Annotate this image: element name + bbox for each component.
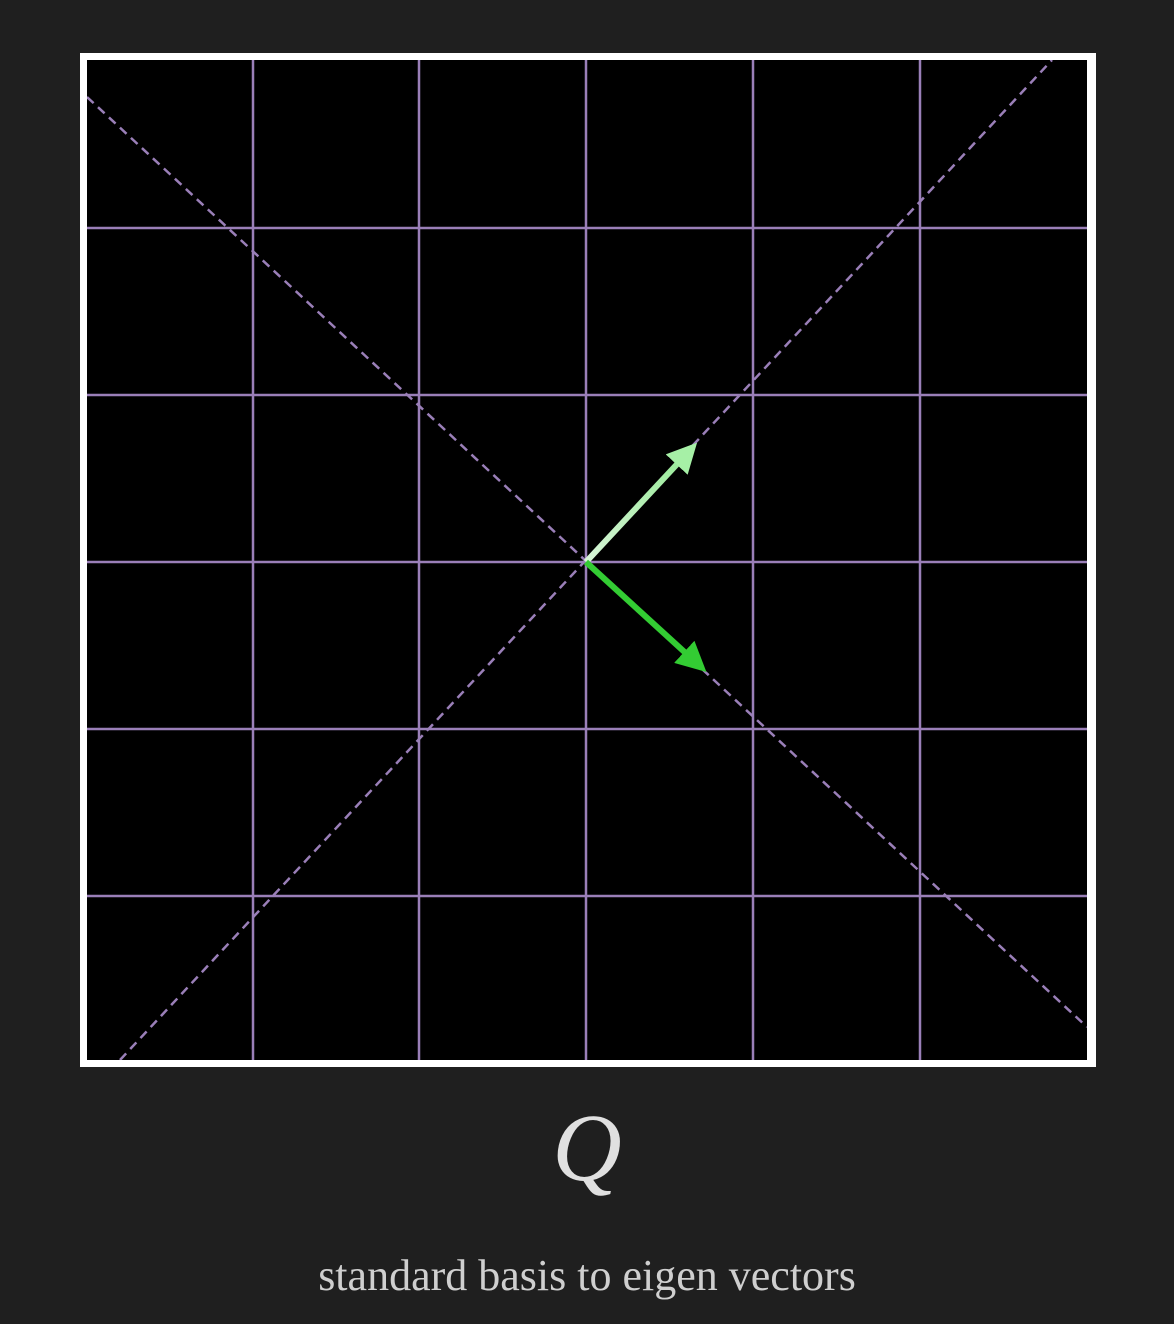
- vector: [583, 559, 707, 673]
- matrix-label: Q: [552, 1094, 621, 1201]
- vector: [583, 442, 698, 565]
- caption: standard basis to eigen vectors: [318, 1251, 856, 1300]
